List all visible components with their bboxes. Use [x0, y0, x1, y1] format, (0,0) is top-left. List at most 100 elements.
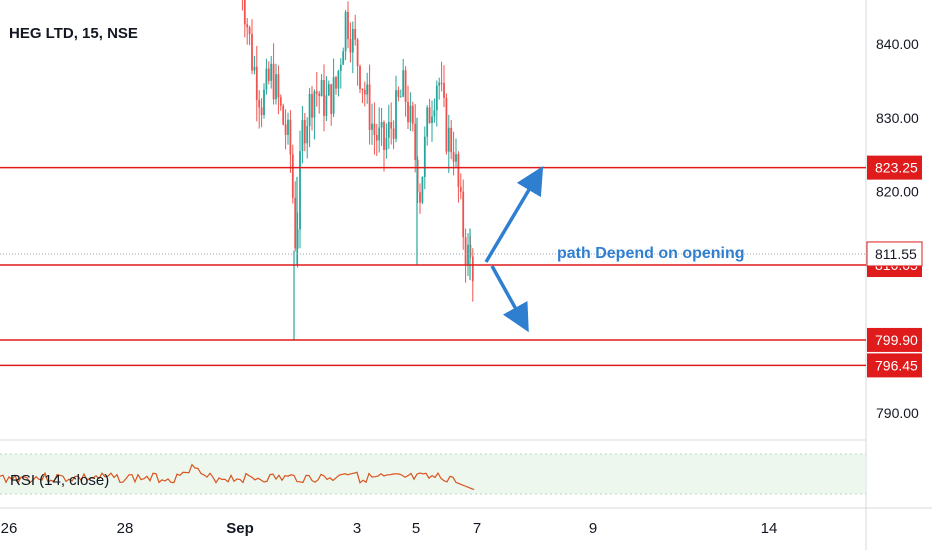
candle	[337, 69, 340, 97]
candle	[395, 75, 397, 143]
candle	[404, 66, 407, 117]
price-tick-label: 840.00	[876, 36, 919, 52]
candle	[435, 80, 438, 127]
time-tick-label: 9	[589, 520, 597, 537]
candle	[301, 105, 304, 164]
candle	[342, 47, 345, 65]
annotation-text: path Depend on opening	[557, 245, 745, 262]
candle	[373, 102, 376, 155]
candle	[243, 0, 246, 38]
candle	[399, 89, 402, 98]
level-badge	[867, 353, 922, 378]
candle	[291, 144, 294, 204]
candle	[390, 102, 393, 145]
last-price-badge	[866, 241, 923, 267]
candle	[332, 58, 335, 118]
candle	[397, 86, 400, 102]
candle	[308, 88, 311, 148]
chart-title: HEG LTD, 15, NSE	[9, 25, 138, 42]
candle	[351, 21, 354, 74]
candle	[438, 77, 441, 100]
time-tick-label: 3	[353, 520, 361, 537]
candle	[263, 83, 265, 119]
candle	[289, 110, 292, 173]
candle	[431, 100, 433, 142]
candle	[447, 114, 450, 173]
candle	[277, 65, 280, 115]
candle	[443, 65, 445, 108]
candle	[402, 58, 405, 98]
arrow-down	[490, 265, 529, 333]
candle	[471, 248, 474, 302]
candle	[315, 72, 318, 107]
time-tick-label: 5	[412, 520, 420, 537]
time-axis[interactable]: 26 28 Sep 3 5 7 9 14	[1, 520, 778, 537]
time-tick-label: 14	[761, 520, 778, 537]
candle	[275, 63, 277, 105]
candle	[378, 107, 381, 153]
candle	[411, 101, 414, 132]
candle	[272, 43, 275, 105]
candle	[459, 173, 462, 200]
rsi-band	[0, 454, 866, 494]
rsi-series	[0, 463, 475, 491]
candle	[421, 176, 424, 204]
candle	[366, 72, 369, 104]
candle	[419, 183, 421, 214]
candle	[267, 61, 270, 85]
candle	[260, 98, 263, 128]
price-axis[interactable]: 840.00 830.00 820.00 790.00	[876, 36, 919, 421]
candle	[335, 76, 337, 95]
candle	[354, 14, 357, 46]
candle	[270, 56, 273, 89]
candlestick-series	[241, 0, 474, 340]
candle	[320, 74, 323, 97]
level-badge	[867, 327, 922, 352]
candle	[344, 10, 347, 61]
candle	[313, 89, 316, 140]
candle	[327, 80, 330, 97]
candle	[414, 104, 417, 173]
candle	[380, 108, 383, 146]
candle	[464, 228, 467, 283]
candle	[359, 64, 361, 94]
candle	[284, 109, 287, 150]
candle	[361, 88, 364, 104]
candle	[462, 179, 465, 250]
arrow-up	[484, 165, 544, 263]
level-label: 823.25	[875, 160, 918, 176]
candle	[294, 181, 297, 252]
candle	[253, 55, 256, 75]
candle	[363, 81, 366, 107]
candle	[375, 123, 378, 156]
candle	[303, 112, 306, 152]
candle	[255, 45, 258, 122]
candle	[385, 123, 388, 159]
candle	[349, 22, 352, 63]
candle	[433, 98, 436, 123]
candle	[282, 103, 285, 126]
candle	[258, 90, 261, 129]
time-tick-label: 28	[117, 520, 134, 537]
time-tick-label: 26	[1, 520, 18, 537]
last-price-label: 811.55	[875, 246, 917, 262]
candle	[440, 61, 443, 92]
candle	[306, 117, 309, 159]
path-arrows	[484, 165, 544, 333]
candle	[455, 138, 457, 168]
price-tick-label: 820.00	[876, 184, 919, 200]
candle	[450, 120, 453, 160]
candle	[325, 76, 328, 121]
candle	[248, 25, 251, 46]
candle	[452, 131, 455, 176]
candle	[457, 151, 460, 203]
candle	[426, 105, 429, 146]
candle	[251, 19, 253, 74]
candle	[428, 98, 431, 124]
level-label: 796.45	[875, 357, 918, 373]
rsi-line	[0, 463, 475, 491]
rsi-label: RSI (14, close)	[10, 472, 109, 489]
